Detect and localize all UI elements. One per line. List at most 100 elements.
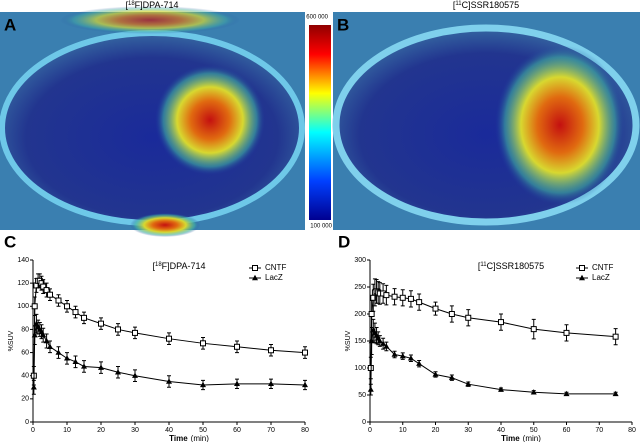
x-tick-label: 60: [563, 427, 571, 434]
marker: [376, 337, 383, 344]
title-sup: 18: [128, 1, 135, 7]
legend-marker: [252, 274, 258, 281]
title: [11C]SSR180575: [478, 261, 544, 271]
marker: [612, 333, 619, 340]
x-tick-label: 50: [199, 427, 207, 434]
x-axis-label-unit: (min): [523, 434, 542, 442]
marker: [302, 381, 308, 388]
marker: [166, 378, 172, 384]
marker: [72, 309, 79, 316]
marker: [391, 293, 398, 300]
x-tick-label: 20: [97, 427, 105, 434]
legend-label: LacZ: [265, 273, 283, 282]
marker: [47, 291, 53, 298]
panel-label: A: [4, 15, 16, 34]
x-axis-label-unit: (min): [191, 434, 210, 442]
x-axis-label: Time (min): [501, 434, 541, 442]
marker: [302, 349, 308, 356]
x-tick-label: 0: [31, 427, 35, 434]
title-part: F]DPA-714: [135, 0, 179, 10]
marker: [391, 351, 398, 357]
marker: [498, 319, 504, 326]
marker: [98, 364, 104, 370]
legend-marker: [579, 274, 585, 281]
marker: [530, 389, 537, 395]
y-tick-label: 100: [354, 365, 366, 372]
x-tick-label: 70: [595, 427, 603, 434]
marker: [416, 299, 423, 306]
title-part: C]SSR180575: [462, 0, 520, 10]
marker: [368, 311, 375, 317]
panel-label: B: [337, 15, 349, 34]
marker: [132, 372, 138, 378]
y-tick-label: 140: [17, 257, 29, 264]
y-tick-label: 120: [17, 280, 29, 287]
marker: [40, 332, 47, 338]
colorbar: [309, 25, 331, 220]
y-tick-label: 20: [21, 396, 29, 403]
colorbar-max: 600 000: [306, 15, 328, 21]
marker: [64, 355, 70, 361]
x-axis-label-main: Time: [169, 434, 188, 442]
marker: [563, 329, 570, 336]
marker: [55, 297, 62, 304]
marker: [64, 303, 70, 310]
pet-image-b: [332, 12, 640, 230]
marker: [563, 390, 570, 397]
marker: [43, 287, 50, 294]
title-part: [: [125, 0, 128, 10]
title-part: C]SSR180575: [487, 261, 545, 271]
y-tick-label: 0: [362, 419, 366, 426]
marker: [40, 283, 47, 290]
x-tick-label: 80: [301, 427, 309, 434]
y-tick-label: 100: [17, 303, 29, 310]
marker: [234, 343, 240, 350]
y-tick-label: 40: [21, 373, 29, 380]
title-part: F]DPA-714: [162, 261, 206, 271]
title-part: [: [152, 261, 155, 271]
marker: [465, 381, 472, 387]
x-axis-label: Time (min): [169, 434, 209, 442]
x-tick-label: 40: [165, 427, 173, 434]
legend-label: CNTF: [592, 263, 613, 272]
x-axis-label-main: Time: [501, 434, 520, 442]
marker: [115, 326, 121, 333]
y-tick-label: 60: [21, 349, 29, 356]
x-tick-label: 10: [63, 427, 71, 434]
y-tick-label: 80: [21, 326, 29, 333]
marker: [31, 303, 38, 310]
x-tick-label: 60: [233, 427, 241, 434]
panel-label: C: [4, 232, 16, 251]
marker: [530, 326, 537, 333]
marker: [367, 386, 374, 392]
marker: [432, 305, 439, 312]
pet-image-a: [0, 6, 305, 237]
marker: [383, 292, 390, 299]
title: [11C]SSR180575: [453, 0, 519, 10]
marker: [465, 314, 472, 321]
marker: [383, 343, 390, 349]
marker: [612, 390, 619, 397]
marker: [407, 295, 414, 302]
x-tick-label: 0: [368, 427, 372, 434]
title: [18F]DPA-714: [125, 0, 178, 10]
marker: [448, 311, 455, 317]
marker: [55, 349, 62, 355]
title-sup: 18: [155, 262, 162, 268]
marker: [268, 347, 274, 354]
x-tick-label: 70: [267, 427, 275, 434]
marker: [407, 355, 414, 361]
title-sup: 11: [455, 1, 462, 7]
marker: [380, 340, 387, 346]
y-tick-label: 250: [354, 284, 366, 291]
y-tick-label: 200: [354, 311, 366, 318]
marker: [132, 329, 138, 336]
series-line: [370, 328, 616, 395]
legend-label: LacZ: [592, 273, 610, 282]
legend-marker: [579, 265, 585, 271]
title-part: [: [453, 0, 456, 10]
legend-marker: [252, 265, 258, 271]
marker: [166, 335, 172, 342]
x-tick-label: 40: [497, 427, 505, 434]
marker: [399, 352, 406, 359]
